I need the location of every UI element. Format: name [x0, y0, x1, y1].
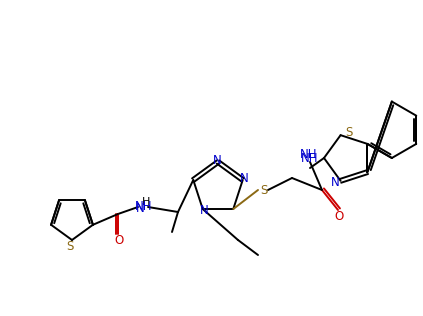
Text: N: N: [213, 154, 221, 167]
Text: NH: NH: [300, 148, 318, 161]
Text: N: N: [136, 203, 144, 216]
Text: H: H: [142, 197, 150, 207]
Text: O: O: [114, 234, 124, 247]
Text: NH: NH: [135, 199, 153, 212]
Text: S: S: [66, 240, 74, 252]
Text: NH: NH: [301, 151, 319, 165]
Text: N: N: [240, 173, 249, 185]
Text: N: N: [201, 204, 209, 216]
Text: S: S: [345, 126, 352, 139]
Text: O: O: [334, 210, 343, 223]
Text: S: S: [260, 184, 268, 197]
Text: N: N: [331, 176, 340, 189]
